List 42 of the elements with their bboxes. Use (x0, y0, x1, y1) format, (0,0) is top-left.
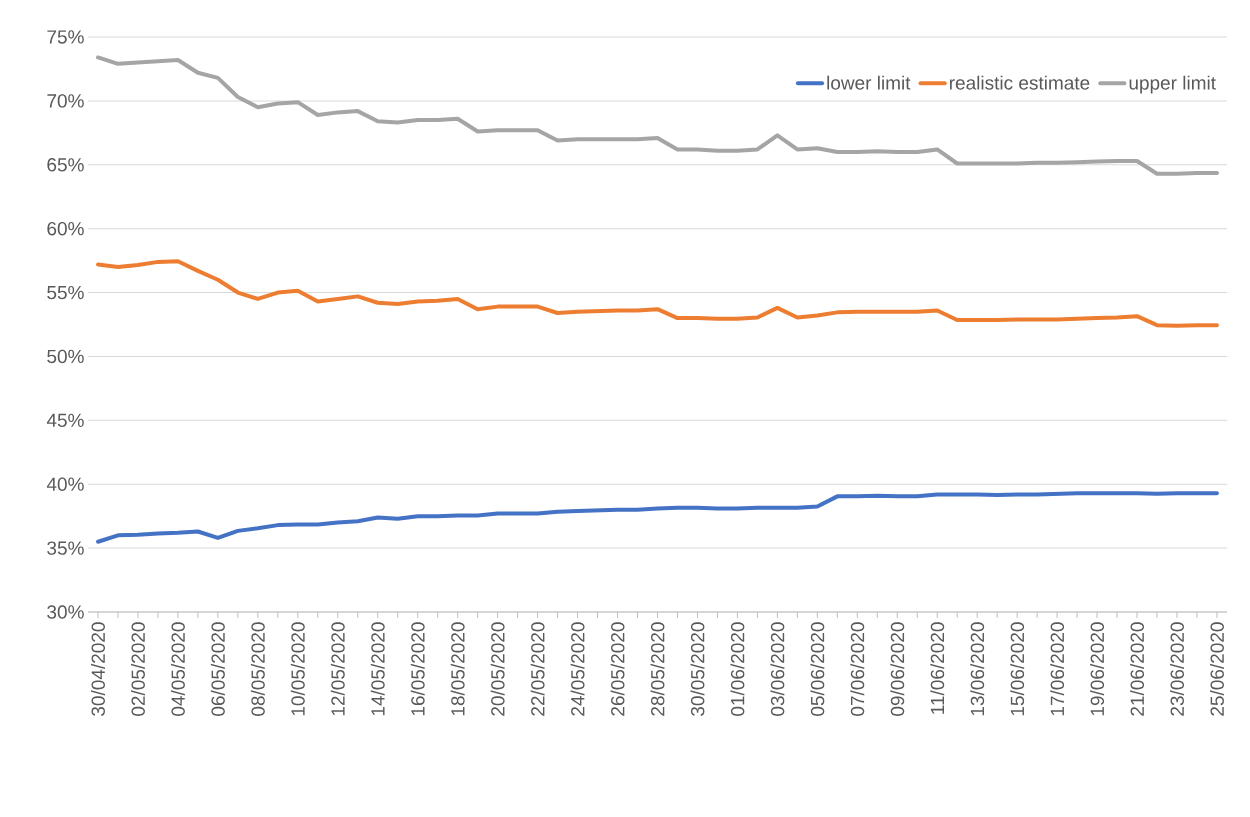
x-tick-label: 04/05/2020 (170, 622, 185, 716)
y-tick-label: 55% (47, 285, 84, 300)
x-tick-label: 05/06/2020 (810, 622, 825, 716)
x-tick-label: 14/05/2020 (370, 622, 385, 716)
x-tick-label: 30/05/2020 (690, 622, 705, 716)
y-tick-label: 50% (47, 349, 84, 364)
x-tick-label: 16/05/2020 (410, 622, 425, 716)
x-tick-label: 22/05/2020 (530, 622, 545, 716)
y-tick-label: 65% (47, 158, 84, 172)
x-tick-label: 08/05/2020 (250, 622, 265, 716)
x-tick-label: 09/06/2020 (890, 622, 905, 716)
x-tick-label: 28/05/2020 (650, 622, 665, 716)
legend-label: upper limit (1129, 75, 1216, 94)
x-tick-label: 06/05/2020 (210, 622, 225, 716)
x-tick-label: 26/05/2020 (610, 622, 625, 716)
x-tick-label: 13/06/2020 (970, 622, 985, 716)
x-tick-label: 02/05/2020 (130, 622, 145, 716)
y-tick-label: 75% (47, 30, 84, 44)
x-tick-label: 10/05/2020 (290, 622, 305, 716)
x-tick-label: 24/05/2020 (570, 622, 585, 716)
y-tick-label: 40% (46, 477, 84, 491)
x-tick-label: 03/06/2020 (770, 622, 785, 716)
x-tick-label: 07/06/2020 (850, 622, 865, 716)
x-tick-label: 17/06/2020 (1050, 622, 1065, 716)
x-tick-label: 30/04/2020 (91, 622, 105, 716)
x-tick-label: 12/05/2020 (330, 622, 345, 716)
x-tick-label: 23/06/2020 (1170, 622, 1184, 716)
y-tick-label: 45% (46, 413, 84, 428)
legend-label: realistic estimate (949, 75, 1090, 90)
x-tick-label: 01/06/2020 (730, 622, 745, 716)
x-tick-label: 21/06/2020 (1130, 622, 1145, 716)
x-tick-label: 20/05/2020 (490, 622, 505, 716)
x-tick-label: 25/06/2020 (1209, 622, 1224, 716)
legend-label: lower limit (827, 75, 911, 90)
y-tick-label: 70% (47, 94, 84, 108)
x-tick-label: 15/06/2020 (1010, 622, 1025, 716)
x-tick-label: 18/05/2020 (450, 622, 465, 716)
y-tick-label: 60% (47, 221, 84, 236)
x-tick-label: 19/06/2020 (1090, 622, 1105, 716)
x-tick-label: 11/06/2020 (930, 622, 945, 714)
y-tick-label: 30% (47, 605, 84, 619)
y-tick-label: 35% (47, 541, 84, 555)
